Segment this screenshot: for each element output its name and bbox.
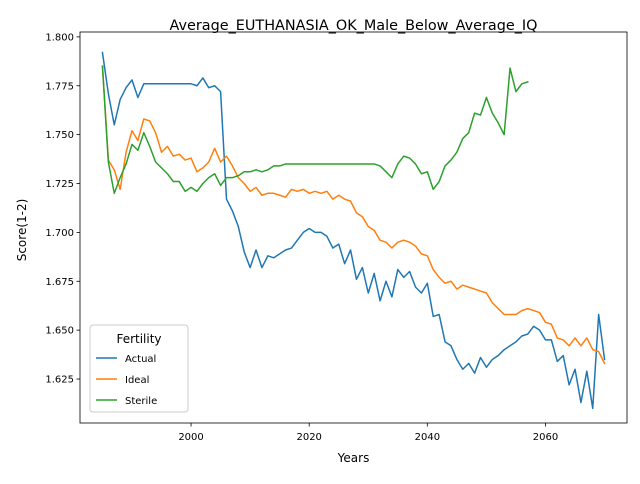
chart-title: Average_EUTHANASIA_OK_Male_Below_Average… xyxy=(170,18,538,34)
plot-frame xyxy=(79,31,628,424)
y-axis: 1.625 1.650 1.675 1.700 1.725 1.750 1.775 1.800 xyxy=(45,32,80,386)
legend-label-actual: Actual xyxy=(125,354,156,365)
y-tick-label: 1.800 xyxy=(45,32,74,43)
legend-label-sterile: Sterile xyxy=(125,396,157,407)
series-line-actual xyxy=(101,51,606,410)
x-tick-label: 2020 xyxy=(296,432,321,443)
x-tick-label: 2060 xyxy=(533,432,558,443)
x-axis-label: Years xyxy=(337,451,370,465)
y-tick-label: 1.625 xyxy=(45,375,74,386)
y-tick-label: 1.650 xyxy=(45,326,74,337)
x-tick-label: 2000 xyxy=(178,432,203,443)
plot-area xyxy=(79,31,628,424)
x-tick-label: 2040 xyxy=(415,432,440,443)
series-line-sterile xyxy=(101,65,529,195)
legend-label-ideal: Ideal xyxy=(125,375,149,386)
y-tick-label: 1.775 xyxy=(45,81,74,92)
series-line-ideal xyxy=(101,65,606,365)
y-tick-label: 1.750 xyxy=(45,130,74,141)
y-tick-label: 1.700 xyxy=(45,228,74,239)
legend-entries: Actual Ideal Sterile xyxy=(96,354,157,407)
y-axis-label: Score(1-2) xyxy=(15,199,29,262)
y-tick-label: 1.675 xyxy=(45,277,74,288)
x-axis: 2000 2020 2040 2060 xyxy=(178,423,558,443)
legend: Fertility Actual Ideal Sterile xyxy=(89,324,189,413)
legend-title: Fertility xyxy=(116,332,161,346)
y-tick-label: 1.725 xyxy=(45,179,74,190)
legend-frame xyxy=(89,324,189,413)
